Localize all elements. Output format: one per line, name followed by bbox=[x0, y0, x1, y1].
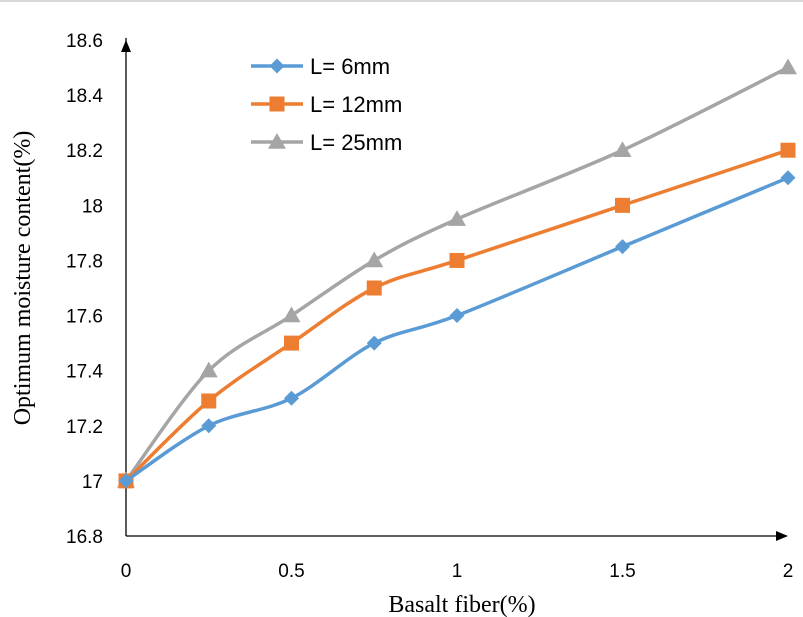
data-point bbox=[449, 308, 465, 324]
y-tick-label: 17.8 bbox=[66, 251, 103, 272]
legend-item: L= 25mm bbox=[251, 130, 402, 155]
legend: L= 6mm L= 12mm L= 25mm bbox=[251, 54, 402, 155]
x-tick-label: 0.5 bbox=[278, 561, 304, 582]
x-tick-label: 2 bbox=[783, 561, 794, 582]
top-divider bbox=[0, 0, 803, 2]
legend-label: L= 12mm bbox=[310, 92, 402, 117]
x-axis-title: Basalt fiber(%) bbox=[388, 592, 535, 617]
axes bbox=[121, 38, 788, 541]
y-axis-arrow bbox=[121, 40, 131, 52]
x-tick-label: 0 bbox=[121, 561, 132, 582]
data-point bbox=[615, 239, 630, 255]
data-point bbox=[780, 142, 796, 158]
y-tick-labels: 16.8 17 17.2 17.4 17.6 17.8 18 18.2 18.4 18.6 bbox=[66, 31, 103, 548]
y-axis-title: Optimum moisture content(%) bbox=[10, 131, 36, 426]
legend-label: L= 6mm bbox=[310, 54, 390, 79]
data-point bbox=[282, 306, 301, 323]
legend-marker bbox=[269, 96, 285, 112]
y-tick-label: 18 bbox=[82, 196, 103, 217]
y-tick-label: 17.4 bbox=[66, 362, 103, 383]
y-tick-label: 17.6 bbox=[66, 307, 103, 328]
y-tick-label: 18.2 bbox=[66, 141, 103, 162]
data-point bbox=[366, 280, 382, 296]
data-point bbox=[448, 210, 466, 226]
y-tick-label: 16.8 bbox=[66, 527, 103, 548]
data-point bbox=[284, 335, 299, 351]
legend-marker bbox=[269, 58, 285, 74]
data-point bbox=[615, 197, 630, 213]
data-point bbox=[366, 335, 382, 351]
series-triangle bbox=[117, 58, 797, 488]
series-diamond bbox=[118, 170, 796, 489]
data-point bbox=[780, 170, 796, 186]
y-tick-label: 18.4 bbox=[66, 86, 103, 107]
data-point bbox=[365, 251, 384, 268]
data-point bbox=[118, 473, 134, 489]
series-square bbox=[118, 142, 796, 489]
legend-label: L= 25mm bbox=[310, 130, 402, 155]
series-layer bbox=[117, 58, 797, 489]
y-tick-label: 17 bbox=[82, 472, 103, 493]
legend-marker bbox=[268, 133, 286, 149]
data-point bbox=[284, 390, 299, 406]
x-tick-label: 1.5 bbox=[609, 561, 635, 582]
x-axis-arrow bbox=[776, 531, 788, 541]
x-tick-label: 1 bbox=[452, 561, 463, 582]
y-tick-label: 17.2 bbox=[66, 417, 103, 438]
legend-item: L= 6mm bbox=[251, 54, 390, 79]
y-tick-label: 18.6 bbox=[66, 31, 103, 52]
data-point bbox=[779, 58, 797, 75]
data-point bbox=[201, 393, 217, 409]
data-point bbox=[201, 418, 217, 434]
data-point bbox=[199, 361, 218, 378]
data-point bbox=[613, 141, 632, 157]
data-point bbox=[449, 252, 465, 268]
legend-item: L= 12mm bbox=[251, 92, 402, 117]
x-tick-labels: 0 0.5 1 1.5 2 bbox=[121, 561, 794, 582]
